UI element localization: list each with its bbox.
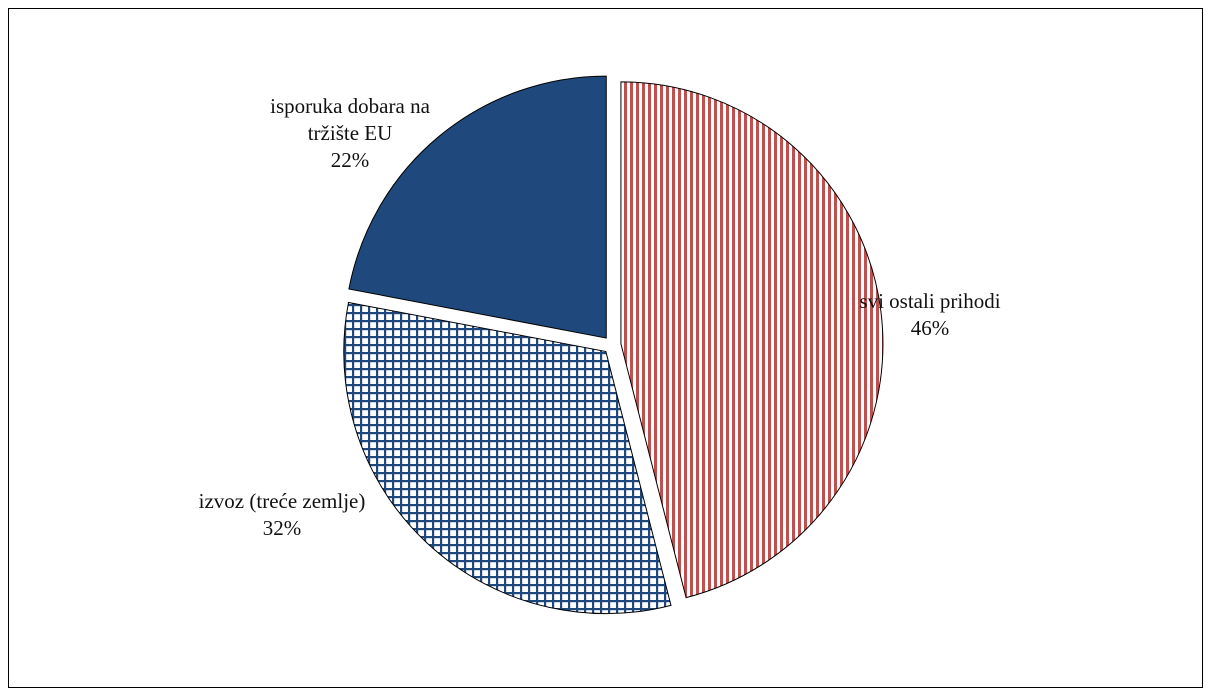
pie-slice-3 [348, 75, 607, 339]
slice-label-1: svi ostali prihodi 46% [859, 289, 1000, 340]
slice-label-2: izvoz (treće zemlje) 32% [199, 489, 366, 540]
pie-slice-1 [620, 81, 884, 599]
slice-label-3: isporuka dobara na tržište EU 22% [270, 94, 430, 172]
pie-slice-2 [343, 301, 672, 615]
